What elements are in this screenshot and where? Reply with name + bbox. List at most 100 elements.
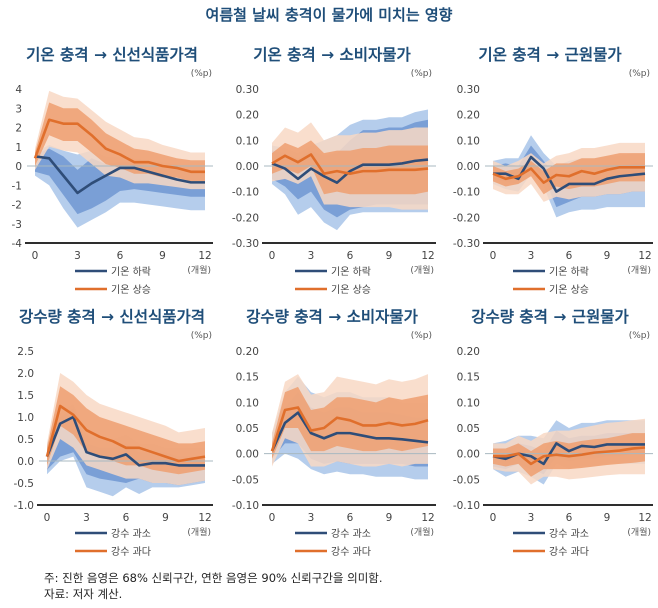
unit-label: (%p)	[411, 331, 432, 341]
y-tick-label: 0.05	[457, 423, 480, 435]
y-tick-label: 0.20	[457, 110, 480, 122]
y-tick-label: -0.20	[453, 212, 480, 224]
y-tick-label: -0.05	[232, 474, 259, 486]
x-tick-label: 3	[528, 512, 535, 524]
panel-title: 강수량 충격 → 신선식품가격	[19, 307, 205, 326]
chart-svg: 강수량 충격 → 신선식품가격 (%p) 2.5 2.0 1.5 1.0 0.5 0.0 -0.…	[14, 307, 213, 558]
orange-band-68	[272, 386, 428, 459]
x-tick-label: 0	[44, 512, 51, 524]
x-tick-label: 9	[386, 250, 393, 262]
chart-panel: 기온 충격 → 신선식품가격 (%p) 4 3 2 1 0 -1 -2 -3 -4 0 3 6 9 12 (개월…	[0, 40, 220, 300]
panel-title: 강수량 충격 → 소비자물가	[246, 307, 419, 326]
x-tick-label: 9	[159, 250, 166, 262]
chart-panel: 기온 충격 → 근원물가 (%p) 0.30 0.20 0.10 0.00 -0.10 -0.…	[438, 40, 658, 300]
chart-svg: 기온 충격 → 소비자물가(%p) 0.30 0.20 0.10 0.00 -0.10 -0…	[232, 46, 436, 296]
y-tick-label: -0.10	[453, 500, 480, 512]
y-tick-label: 0.10	[236, 397, 259, 409]
x-tick-label: 6	[566, 250, 573, 262]
y-tick-label: -1	[12, 180, 22, 192]
x-axis-label: (개월)	[627, 526, 651, 538]
orange-series-line	[33, 118, 205, 174]
y-tick-label: 0.05	[236, 423, 259, 435]
x-tick-label: 12	[638, 250, 651, 262]
y-tick-label: 0.5	[17, 434, 34, 446]
y-tick-label: -4	[12, 238, 23, 250]
x-tick-label: 0	[32, 250, 39, 262]
y-tick-label: 0	[15, 161, 22, 173]
y-tick-label: -1.0	[14, 500, 35, 512]
unit-label: (%p)	[191, 331, 212, 341]
blue-series-line	[271, 158, 429, 184]
chart-panel: 강수량 충격 → 근원물가 (%p) 0.20 0.15 0.10 0.05 0.00 -0.…	[438, 302, 658, 562]
legend-label: 기온 하락	[331, 265, 371, 278]
panel-title: 강수량 충격 → 근원물가	[471, 307, 629, 326]
legend-label: 기온 상승	[549, 284, 589, 296]
y-tick-label: 1	[15, 142, 22, 154]
x-tick-label: 6	[117, 250, 124, 262]
legend-label: 기온 하락	[549, 265, 589, 278]
x-axis-label: (개월)	[187, 264, 211, 276]
chart-panel: 강수량 충격 → 신선식품가격 (%p) 2.5 2.0 1.5 1.0 0.5 0.0 -0.…	[0, 302, 220, 562]
y-tick-label: 2.0	[17, 368, 34, 380]
x-axis-label: (개월)	[187, 526, 211, 538]
y-tick-label: -0.5	[14, 478, 35, 490]
y-tick-label: 2	[15, 123, 22, 135]
orange-band-68	[35, 102, 205, 182]
blue-series-line	[45, 415, 205, 467]
y-tick-label: -0.10	[232, 187, 259, 199]
legend-label: 기온 상승	[331, 284, 371, 296]
y-tick-label: 0.30	[236, 84, 259, 96]
y-tick-label: -2	[12, 200, 22, 212]
y-tick-label: -0.10	[232, 500, 259, 512]
x-tick-label: 9	[604, 512, 611, 524]
legend-label: 기온 상승	[111, 284, 151, 296]
panel-title: 기온 충격 → 소비자물가	[253, 46, 411, 64]
blue-series-line	[34, 155, 205, 195]
x-tick-label: 0	[269, 512, 276, 524]
orange-series-line	[492, 165, 645, 184]
chart-panel: 강수량 충격 → 소비자물가 (%p) 0.20 0.15 0.10 0.05 0.00 -0…	[220, 302, 440, 562]
chart-svg: 기온 충격 → 신선식품가격 (%p) 4 3 2 1 0 -1 -2 -3 -4 0 3 6 9 12 (개월…	[12, 46, 213, 296]
x-tick-label: 3	[83, 512, 90, 524]
y-tick-label: -0.10	[453, 187, 480, 199]
y-tick-label: -3	[12, 219, 22, 231]
y-tick-label: 0.20	[457, 346, 480, 358]
y-tick-label: -0.20	[232, 212, 259, 224]
y-tick-label: 0.00	[236, 449, 259, 461]
figure-title: 여름철 날씨 충격이 물가에 미치는 영향	[205, 6, 453, 24]
x-tick-label: 0	[269, 250, 276, 262]
y-tick-label: -0.30	[232, 238, 259, 250]
unit-label: (%p)	[629, 69, 650, 79]
x-tick-label: 3	[308, 512, 315, 524]
x-tick-label: 12	[198, 512, 211, 524]
y-tick-label: 0.00	[236, 161, 259, 173]
x-tick-label: 6	[123, 512, 130, 524]
chart-svg: 기온 충격 → 근원물가 (%p) 0.30 0.20 0.10 0.00 -0.10 -0.…	[453, 46, 653, 296]
legend-label: 강수 과다	[549, 546, 589, 558]
y-tick-label: 1.0	[17, 412, 34, 424]
footnote-shading: 주: 진한 음영은 68% 신뢰구간, 연한 음영은 90% 신뢰구간을 의미함…	[44, 571, 383, 585]
orange-series-line	[493, 446, 646, 466]
legend-label: 강수 과다	[111, 546, 151, 558]
footnote-source: 자료: 저자 계산.	[44, 587, 123, 601]
orange-band-68	[493, 153, 645, 195]
x-tick-label: 12	[421, 250, 434, 262]
legend-label: 강수 과소	[331, 528, 371, 540]
x-axis-label: (개월)	[627, 264, 651, 276]
unit-label: (%p)	[411, 69, 432, 79]
y-tick-label: -0.30	[453, 238, 480, 250]
y-tick-label: 0.10	[457, 135, 480, 147]
y-tick-label: 0.0	[17, 456, 34, 468]
chart-svg: 강수량 충격 → 소비자물가 (%p) 0.20 0.15 0.10 0.05 0.00 -0…	[232, 307, 436, 558]
chart-svg: 강수량 충격 → 근원물가(%p) 0.20 0.15 0.10 0.05 0.00 -0.…	[453, 307, 653, 558]
footnotes: 주: 진한 음영은 68% 신뢰구간, 연한 음영은 90% 신뢰구간을 의미함…	[44, 570, 383, 602]
y-tick-label: 0.10	[457, 397, 480, 409]
legend-label: 강수 과다	[331, 546, 371, 558]
orange-series-line	[271, 153, 429, 175]
y-tick-label: 0.20	[236, 110, 259, 122]
x-axis-label: (개월)	[410, 264, 434, 276]
x-tick-label: 12	[198, 250, 211, 262]
y-tick-label: 0.15	[457, 372, 480, 384]
y-tick-label: 0.10	[236, 135, 259, 147]
